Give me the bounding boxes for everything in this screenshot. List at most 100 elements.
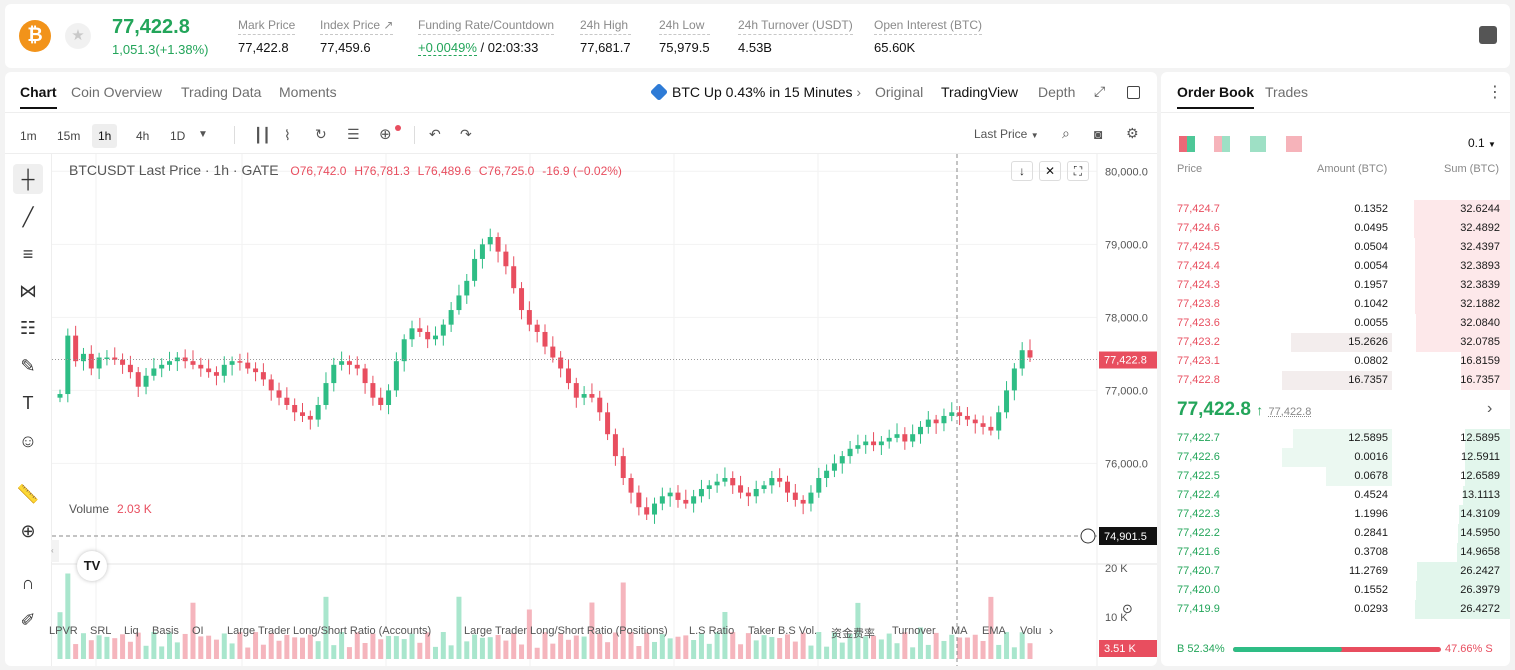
indicator-icon[interactable]: ⌇ (284, 127, 291, 143)
indicator-funding[interactable]: 资金费率 (831, 628, 875, 640)
undo-icon[interactable]: ↶ (429, 126, 441, 142)
bid-row[interactable]: 77,422.5 0.0678 12.6589 (1161, 467, 1510, 486)
camera-icon[interactable]: ◙ (1094, 126, 1103, 142)
zoom-in-tool-icon[interactable]: ⊕ (20, 521, 36, 541)
text-tool-icon[interactable]: T (22, 393, 34, 413)
redo-icon[interactable]: ↷ (460, 126, 472, 142)
tab-coin-overview[interactable]: Coin Overview (71, 84, 163, 100)
crosshair-tool-icon[interactable]: ┼ (13, 164, 43, 194)
ask-row[interactable]: 77,423.8 0.1042 32.1882 (1161, 295, 1510, 314)
pencil-lock-tool-icon[interactable]: ✐ (20, 610, 36, 630)
window-icon[interactable] (1127, 86, 1140, 99)
timeframe-1m[interactable]: 1m (20, 129, 37, 143)
collapse-toolbar-icon[interactable]: ‹ (51, 540, 59, 562)
caret-down-icon[interactable]: ▼ (198, 129, 208, 140)
indicator-turnover[interactable]: Turnover (892, 625, 936, 637)
timeframe-15m[interactable]: 15m (57, 129, 81, 143)
bid-row[interactable]: 77,421.6 0.3708 14.9658 (1161, 543, 1510, 562)
indicator-ls-positions[interactable]: Large Trader Long/Short Ratio (Positions… (464, 625, 668, 637)
mid-price[interactable]: 77,422.8 ↑ 77,422.8 (1177, 399, 1312, 420)
template-icon[interactable]: ☰ (347, 126, 360, 142)
bid-row[interactable]: 77,420.0 0.1552 26.3979 (1161, 581, 1510, 600)
ask-row[interactable]: 77,424.3 0.1957 32.3839 (1161, 276, 1510, 295)
candle-body (1004, 390, 1010, 413)
tab-order-book[interactable]: Order Book (1177, 84, 1255, 109)
up-arrow-icon: ↑ (1256, 402, 1264, 418)
view-both-icon[interactable] (1179, 136, 1195, 152)
chart-settings-icon[interactable]: ⊙ (1122, 601, 1133, 616)
timeframe-1d[interactable]: 1D (170, 129, 186, 143)
price-type-select[interactable]: Last Price ▼ (974, 127, 1039, 141)
brush-tool-icon[interactable]: ✎ (20, 356, 36, 376)
bid-row[interactable]: 77,422.6 0.0016 12.5911 (1161, 448, 1510, 467)
tab-moments[interactable]: Moments (279, 84, 337, 100)
tab-trading-data[interactable]: Trading Data (181, 84, 262, 100)
view-split-icon[interactable] (1214, 136, 1230, 152)
indicator-ema[interactable]: EMA (982, 625, 1006, 637)
stat-funding-rate[interactable]: Funding Rate/Countdown +0.0049% / 02:03:3… (418, 18, 555, 56)
magnet-tool-icon[interactable]: ∩ (21, 573, 35, 593)
bid-row[interactable]: 77,420.7 11.2769 26.2427 (1161, 562, 1510, 581)
stat-index-price[interactable]: Index Price ↗ 77,459.6 (320, 18, 394, 55)
timeframe-4h[interactable]: 4h (136, 129, 150, 143)
indicator-taker-vol[interactable]: Taker B.S Vol. (748, 625, 818, 637)
ask-row[interactable]: 77,424.6 0.0495 32.4892 (1161, 219, 1510, 238)
more-icon[interactable]: ⋮ (1487, 84, 1503, 101)
add-indicator-icon[interactable]: ⊕ (379, 126, 392, 143)
ask-row[interactable]: 77,423.6 0.0055 32.0840 (1161, 314, 1510, 333)
arrow-down-icon[interactable]: ↓ (1011, 161, 1033, 181)
tab-chart[interactable]: Chart (20, 84, 57, 109)
ruler-tool-icon[interactable]: 📏 (16, 484, 40, 504)
candlestick-chart[interactable]: 80,000.0 79,000.0 78,000.0 77,000.0 76,000.0… (52, 154, 1157, 666)
ask-row[interactable]: 77,423.1 0.0802 16.8159 (1161, 352, 1510, 371)
ask-row[interactable]: 77,423.2 15.2626 32.0785 (1161, 333, 1510, 352)
indicator-oi[interactable]: OI (192, 625, 204, 637)
ask-row[interactable]: 77,424.5 0.0504 32.4397 (1161, 238, 1510, 257)
collapse-icon[interactable]: ✕ (1039, 161, 1061, 181)
indicator-srl[interactable]: SRL (90, 625, 112, 637)
favorite-star-icon[interactable]: ★ (65, 23, 91, 49)
precision-select[interactable]: 0.1 ▼ (1468, 136, 1496, 150)
tab-tradingview[interactable]: TradingView (941, 84, 1019, 100)
stat-mark-price[interactable]: Mark Price 77,422.8 (238, 18, 296, 55)
indicator-ls-ratio[interactable]: L.S Ratio (689, 625, 735, 637)
tab-depth[interactable]: Depth (1038, 84, 1076, 100)
timeframe-1h[interactable]: 1h (92, 124, 118, 148)
search-icon[interactable]: ⌕ (1062, 125, 1070, 141)
volume-bar (589, 602, 595, 659)
tradingview-logo[interactable]: TV (77, 551, 107, 581)
refresh-icon[interactable]: ↻ (315, 126, 327, 142)
fullscreen-icon[interactable]: ⛶ (1067, 161, 1089, 181)
ask-row[interactable]: 77,424.7 0.1352 32.6244 (1161, 200, 1510, 219)
indicator-basis[interactable]: Basis (152, 625, 179, 637)
trendline-tool-icon[interactable]: ╱ (22, 207, 34, 227)
indicator-ls-accounts[interactable]: Large Trader Long/Short Ratio (Accounts) (227, 625, 432, 637)
horizontal-lines-tool-icon[interactable]: ≡ (22, 244, 34, 264)
indicator-volume[interactable]: Volu (1020, 625, 1042, 637)
indicator-ma[interactable]: MA (951, 625, 968, 637)
volume-bar (683, 635, 689, 659)
promo-banner[interactable]: BTC Up 0.43% in 15 Minutes › (672, 84, 862, 100)
tab-trades[interactable]: Trades (1265, 84, 1309, 100)
settings-gear-icon[interactable]: ⚙ (1126, 125, 1139, 141)
tab-original[interactable]: Original (875, 84, 924, 100)
bid-row[interactable]: 77,422.4 0.4524 13.1113 (1161, 486, 1510, 505)
chevron-right-icon[interactable]: › (1487, 400, 1493, 417)
fib-tool-icon[interactable]: ☷ (19, 318, 37, 338)
bid-row[interactable]: 77,422.7 12.5895 12.5895 (1161, 429, 1510, 448)
bid-row[interactable]: 77,422.3 1.1996 14.3109 (1161, 505, 1510, 524)
scroll-right-icon[interactable]: › (1049, 623, 1054, 638)
ask-row[interactable]: 77,424.4 0.0054 32.3893 (1161, 257, 1510, 276)
pattern-tool-icon[interactable]: ⋈ (19, 281, 37, 301)
indicator-lpvr[interactable]: LPVR (49, 625, 78, 637)
expand-icon[interactable]: ⤢ (1094, 83, 1106, 99)
view-bids-icon[interactable] (1250, 136, 1266, 152)
emoji-tool-icon[interactable]: ☺ (18, 431, 38, 451)
indicator-liq[interactable]: Liq (124, 625, 139, 637)
book-icon[interactable] (1479, 26, 1497, 44)
candle-type-icon[interactable]: ┃┃ (254, 127, 271, 143)
bid-row[interactable]: 77,422.2 0.2841 14.5950 (1161, 524, 1510, 543)
ask-row[interactable]: 77,422.8 16.7357 16.7357 (1161, 371, 1510, 390)
bid-row[interactable]: 77,419.9 0.0293 26.4272 (1161, 600, 1510, 619)
view-asks-icon[interactable] (1286, 136, 1302, 152)
